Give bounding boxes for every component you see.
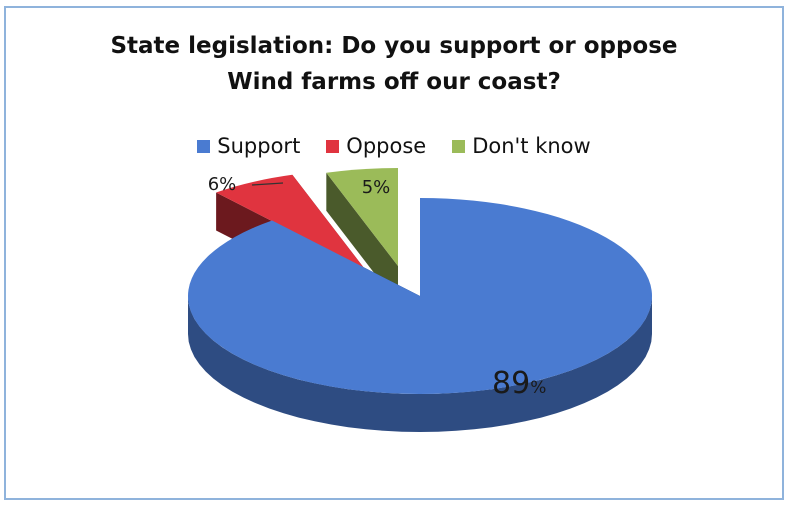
legend-swatch-support bbox=[197, 139, 211, 153]
slice-wall-support bbox=[188, 296, 652, 432]
legend-label-oppose: Oppose bbox=[346, 134, 427, 158]
chart-title-line-1: State legislation: Do you support or opp… bbox=[110, 33, 678, 59]
data-label-oppose: 6% bbox=[208, 174, 237, 195]
chart-legend: Support Oppose Don't know bbox=[0, 134, 788, 158]
legend-item-support: Support bbox=[197, 134, 300, 158]
slice-face-dont-know-0 bbox=[326, 172, 398, 304]
legend-swatch-oppose bbox=[326, 139, 340, 153]
legend-item-oppose: Oppose bbox=[326, 134, 426, 158]
pie-tops bbox=[187, 168, 652, 394]
legend-label-dont-know: Don't know bbox=[472, 134, 591, 158]
legend-swatch-dont-know bbox=[452, 139, 466, 153]
legend-item-dont-know: Don't know bbox=[452, 134, 591, 158]
data-label-support-unit: % bbox=[530, 378, 546, 398]
slice-dont-know bbox=[326, 168, 398, 266]
legend-label-support: Support bbox=[217, 134, 301, 158]
leader-line-oppose bbox=[251, 182, 284, 186]
slice-support bbox=[187, 198, 652, 394]
data-label-dont-know: 5% bbox=[362, 177, 391, 198]
chart-title-line-2: Wind farms off our coast? bbox=[227, 69, 561, 95]
slice-oppose bbox=[216, 174, 364, 268]
chart-title: State legislation: Do you support or opp… bbox=[0, 28, 788, 100]
